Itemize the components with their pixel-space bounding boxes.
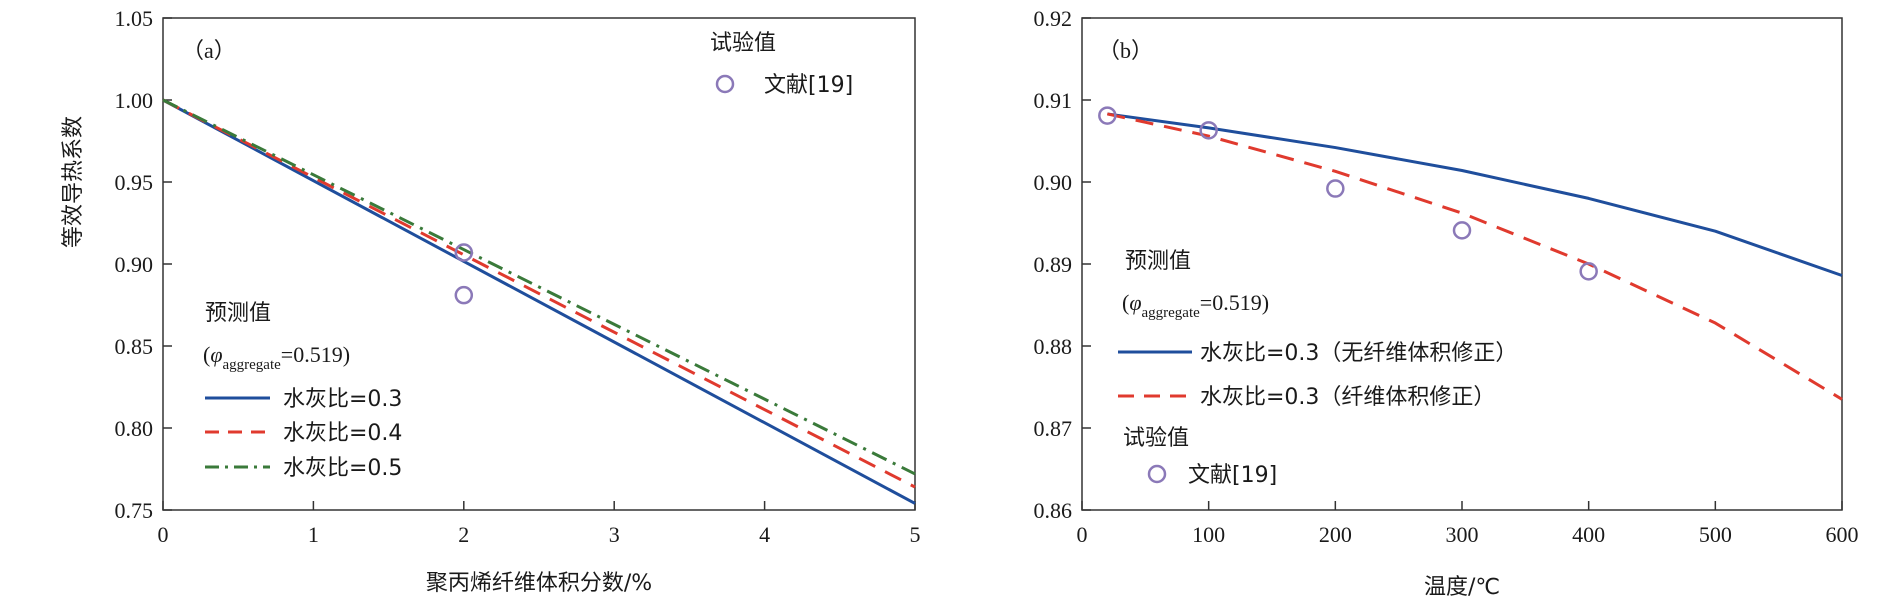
experimental-point (1452, 221, 1472, 240)
y-tick-label: 0.89 (1034, 252, 1073, 277)
phi-label-b: (φaggregate=0.519) (1122, 290, 1269, 321)
x-tick-label: 600 (1826, 522, 1859, 547)
y-tick-label: 0.90 (115, 252, 154, 277)
x-axis-label-b: 温度/℃ (1424, 575, 1500, 600)
y-tick-label: 0.75 (115, 498, 154, 523)
phi-value-a: =0.519) (281, 342, 350, 367)
phi-value-b: =0.519) (1200, 290, 1269, 315)
y-tick-label: 0.92 (1034, 6, 1073, 31)
y-tick-label: 0.88 (1034, 334, 1073, 359)
experimental-point (1326, 179, 1345, 198)
experimental-heading-b: 试验值 (1123, 426, 1189, 451)
panel-label-a: （a） (182, 38, 236, 63)
x-tick-label: 1 (308, 522, 319, 547)
legend-label-wc05-a: 水灰比=0.5 (283, 456, 402, 481)
x-axis-label-a: 聚丙烯纤维体积分数/% (426, 571, 652, 596)
legend-label-fiber-b: 水灰比=0.3（纤维体积修正） (1200, 385, 1495, 410)
chart-panel-a: 0 1 2 3 4 5 0.75 0.80 0.85 0.90 0.95 1.00 1.05 （a） 聚… (61, 6, 921, 596)
series-line-1 (162, 98, 916, 505)
y-tick-label: 0.95 (115, 170, 154, 195)
y-axis-label-a: 等效导热系数 (61, 116, 86, 248)
x-tick-label: 4 (759, 522, 770, 547)
y-tick-label: 0.90 (1034, 170, 1073, 195)
x-tick-label: 3 (609, 522, 620, 547)
phi-label-a: (φaggregate=0.519) (203, 342, 350, 373)
y-tick-label: 0.80 (115, 416, 154, 441)
experimental-points-b (1098, 106, 1598, 281)
phi-symbol-b: φ (1129, 290, 1141, 315)
ticks-b: 0 100 200 300 400 500 600 0.86 0.87 0.88 0.89 0.90 0… (1034, 6, 1859, 547)
legend-label-wc03-a: 水灰比=0.3 (283, 387, 402, 412)
legend-marker-literature-a (715, 74, 735, 94)
y-tick-label: 1.05 (115, 6, 154, 31)
x-tick-label: 300 (1446, 522, 1479, 547)
y-tick-label: 0.85 (115, 334, 154, 359)
panel-label-b: （b） (1098, 38, 1153, 63)
series-b (1107, 112, 1843, 401)
x-tick-label: 0 (158, 522, 169, 547)
experimental-points-a (454, 243, 474, 305)
chart-panel-b: 0 100 200 300 400 500 600 0.86 0.87 0.88 0.89 0.90 0… (1034, 6, 1859, 600)
x-tick-label: 2 (458, 522, 469, 547)
legend-label-literature-b: 文献[19] (1188, 463, 1277, 488)
experimental-heading-a: 试验值 (710, 31, 776, 56)
x-tick-label: 500 (1699, 522, 1732, 547)
phi-symbol-a: φ (210, 342, 222, 367)
y-tick-label: 0.86 (1034, 498, 1073, 523)
predicted-heading-b: 预测值 (1125, 249, 1191, 274)
plot-frame-b (1081, 17, 1843, 511)
series-line-1 (1107, 112, 1843, 277)
ticks-a: 0 1 2 3 4 5 0.75 0.80 0.85 0.90 0.95 1.00 1.05 (115, 6, 921, 547)
y-tick-label: 1.00 (115, 88, 154, 113)
legend-label-literature-a: 文献[19] (764, 73, 853, 98)
x-tick-label: 5 (910, 522, 921, 547)
experimental-point (454, 243, 474, 262)
legend-label-wc04-a: 水灰比=0.4 (283, 421, 402, 446)
experimental-point (1098, 106, 1117, 125)
x-tick-label: 100 (1192, 522, 1225, 547)
series-a (162, 98, 916, 505)
x-tick-label: 400 (1572, 522, 1605, 547)
legend-label-nofiber-b: 水灰比=0.3（无纤维体积修正） (1200, 341, 1517, 366)
predicted-heading-a: 预测值 (205, 301, 271, 326)
series-line-2 (162, 98, 916, 489)
phi-subscript-b: aggregate (1142, 305, 1201, 321)
series-line-2 (1107, 112, 1843, 401)
y-tick-label: 0.91 (1034, 88, 1073, 113)
phi-subscript-a: aggregate (223, 357, 282, 373)
y-tick-label: 0.87 (1034, 416, 1073, 441)
experimental-point (1199, 121, 1218, 140)
x-tick-label: 0 (1077, 522, 1088, 547)
experimental-point (454, 285, 474, 305)
experimental-point (1579, 262, 1598, 281)
series-line-3 (162, 98, 916, 476)
x-tick-label: 200 (1319, 522, 1352, 547)
legend-marker-literature-b (1147, 464, 1167, 484)
